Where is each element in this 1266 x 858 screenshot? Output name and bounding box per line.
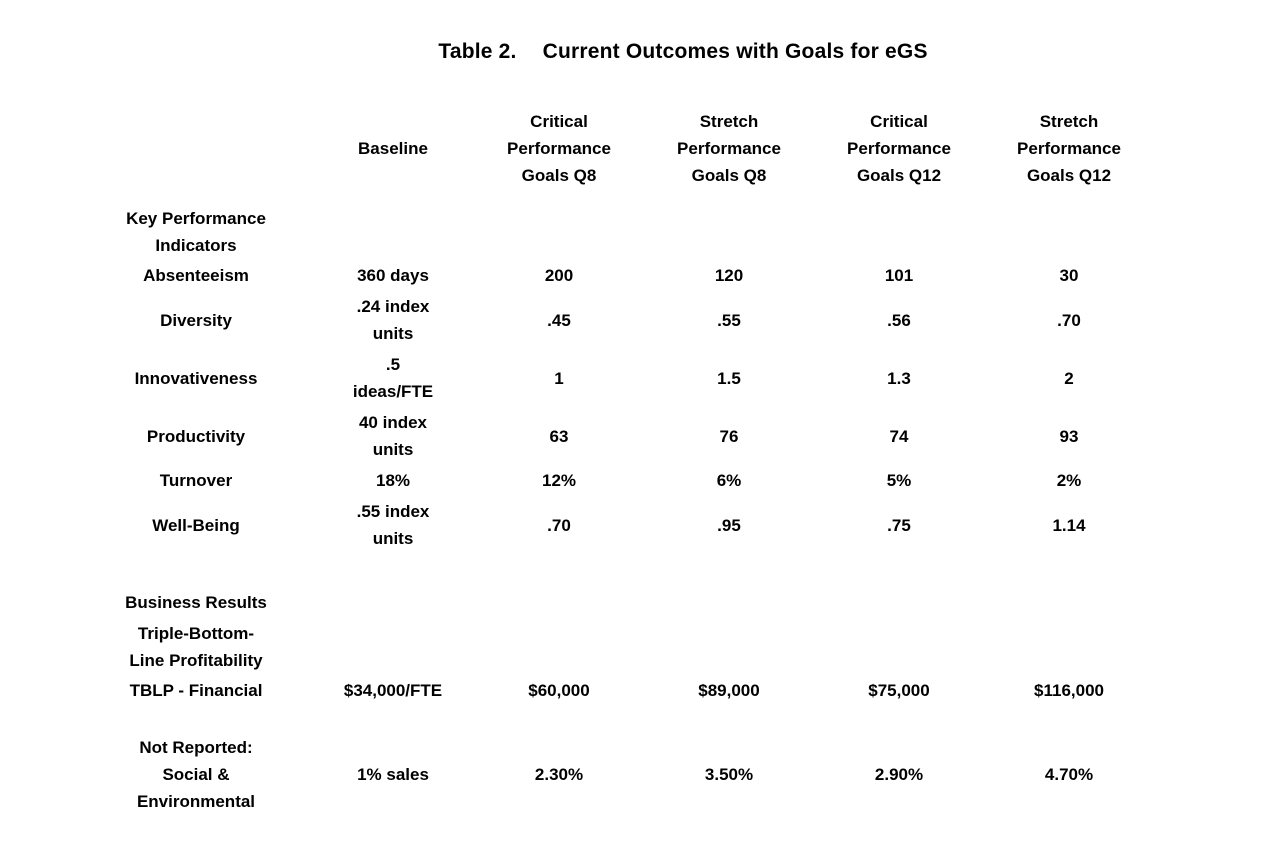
value-cell: 1.5 xyxy=(717,368,741,388)
row-label: Diversity xyxy=(160,310,232,330)
value-cell: 1% sales xyxy=(357,765,429,784)
value-cell: 93 xyxy=(1059,426,1079,446)
value-cell: .56 xyxy=(887,310,911,330)
value-cell: .45 xyxy=(547,310,571,330)
column-header-critical-q8: Critical Performance Goals Q8 xyxy=(507,112,611,185)
table-title: Table 2. Current Outcomes with Goals for … xyxy=(100,38,1266,66)
row-innovativeness: Innovativeness .5 ideas/FTE 1 1.5 1.3 2 xyxy=(90,349,1164,407)
value-cell: 360 days xyxy=(357,266,429,285)
row-turnover: Turnover 18% 12% 6% 5% 2% xyxy=(90,465,1164,496)
empty-cell xyxy=(90,706,1164,732)
row-label: Well-Being xyxy=(152,515,240,535)
row-business-subtitle: Triple-Bottom- Line Profitability xyxy=(90,617,1164,675)
value-cell: 40 index units xyxy=(358,413,428,459)
row-label: TBLP - Financial xyxy=(129,681,263,700)
row-productivity: Productivity 40 index units 63 76 74 93 xyxy=(90,407,1164,465)
value-cell: $60,000 xyxy=(528,681,590,700)
spacer-row xyxy=(90,554,1164,586)
row-diversity: Diversity .24 index units .45 .55 .56 .7… xyxy=(90,291,1164,349)
value-cell: 2% xyxy=(1056,471,1082,490)
table-number: Table 2. xyxy=(438,40,517,63)
value-cell: 5% xyxy=(886,471,912,490)
row-label: Turnover xyxy=(159,471,233,490)
row-not-reported: Not Reported: Social & Environmental 1% … xyxy=(90,732,1164,817)
row-tblp-financial: TBLP - Financial $34,000/FTE $60,000 $89… xyxy=(90,675,1164,706)
column-header-critical-q12: Critical Performance Goals Q12 xyxy=(847,112,951,185)
row-business-section: Business Results xyxy=(90,586,1164,617)
column-header-stretch-q8: Stretch Performance Goals Q8 xyxy=(677,112,781,185)
value-cell: 30 xyxy=(1059,266,1079,285)
value-cell: .95 xyxy=(717,515,741,535)
value-cell: 63 xyxy=(549,426,569,446)
empty-cell xyxy=(90,554,1164,586)
value-cell: 76 xyxy=(719,426,739,446)
value-cell: 101 xyxy=(884,266,914,285)
row-absenteeism: Absenteeism 360 days 200 120 101 30 xyxy=(90,260,1164,291)
value-cell: 1 xyxy=(554,368,564,388)
value-cell: .24 index units xyxy=(356,297,430,343)
value-cell: 200 xyxy=(544,266,574,285)
value-cell: $89,000 xyxy=(698,681,760,700)
column-header-stretch-q12: Stretch Performance Goals Q12 xyxy=(1017,112,1121,185)
value-cell: 74 xyxy=(889,426,909,446)
row-label: Productivity xyxy=(146,426,246,446)
value-cell: .70 xyxy=(1057,310,1081,330)
value-cell: 1.3 xyxy=(887,368,911,388)
value-cell: $75,000 xyxy=(868,681,930,700)
value-cell: 2.30% xyxy=(534,765,584,784)
value-cell: 12% xyxy=(541,471,577,490)
section-label-kpi: Key Performance Indicators xyxy=(126,209,266,255)
empty-cell xyxy=(302,617,1164,675)
value-cell: .55 index units xyxy=(356,502,430,548)
row-label: Not Reported: Social & Environmental xyxy=(136,738,256,811)
column-header-baseline: Baseline xyxy=(358,139,428,158)
value-cell: 1.14 xyxy=(1052,515,1086,535)
value-cell: 2 xyxy=(1064,368,1074,388)
value-cell: .70 xyxy=(547,515,571,535)
empty-cell xyxy=(302,202,1164,260)
value-cell: 2.90% xyxy=(874,765,924,784)
value-cell: 3.50% xyxy=(704,765,754,784)
outcomes-table: Baseline Critical Performance Goals Q8 S… xyxy=(90,106,1164,817)
value-cell: 4.70% xyxy=(1044,765,1094,784)
corner-cell xyxy=(90,106,302,202)
value-cell: 18% xyxy=(375,471,411,490)
row-well-being: Well-Being .55 index units .70 .95 .75 1… xyxy=(90,496,1164,554)
value-cell: 120 xyxy=(714,266,744,285)
value-cell: .75 xyxy=(887,515,911,535)
section-label-business: Business Results xyxy=(125,593,267,612)
value-cell: $34,000/FTE xyxy=(343,681,443,700)
value-cell: .5 ideas/FTE xyxy=(352,355,434,401)
value-cell: 6% xyxy=(716,471,742,490)
row-kpi-section: Key Performance Indicators xyxy=(90,202,1164,260)
spacer-row xyxy=(90,706,1164,732)
row-label: Absenteeism xyxy=(143,266,249,285)
table-caption: Current Outcomes with Goals for eGS xyxy=(542,40,928,63)
value-cell: .55 xyxy=(717,310,741,330)
section-sublabel-tblp: Triple-Bottom- Line Profitability xyxy=(129,624,263,670)
row-label: Innovativeness xyxy=(134,368,258,388)
empty-cell xyxy=(302,586,1164,617)
value-cell: $116,000 xyxy=(1034,681,1104,700)
header-row: Baseline Critical Performance Goals Q8 S… xyxy=(90,106,1164,202)
